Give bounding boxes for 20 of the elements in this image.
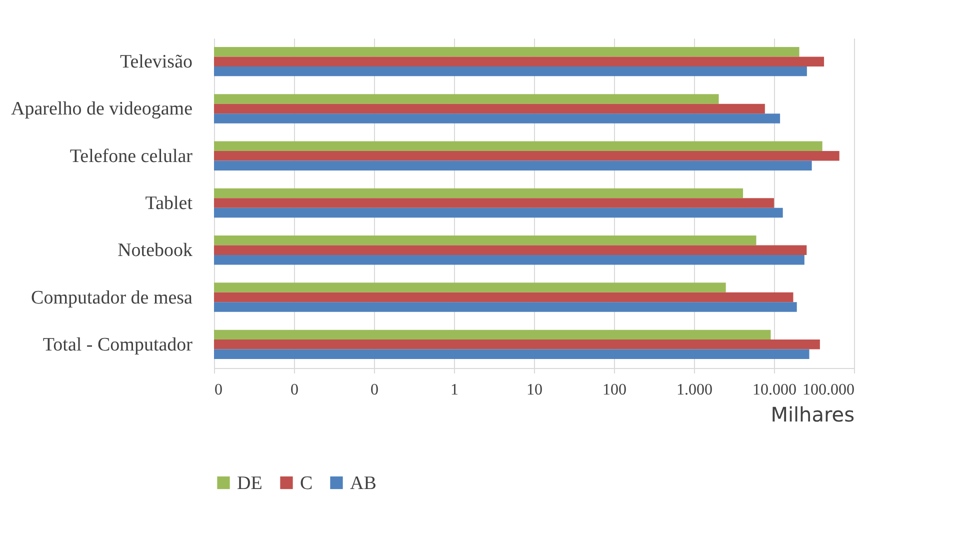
x-tick-label: 1.000 bbox=[676, 382, 712, 398]
x-tick-label: 0 bbox=[214, 382, 222, 398]
x-tick-label: 0 bbox=[290, 382, 298, 398]
x-tick-label: 100.000 bbox=[802, 382, 854, 398]
y-tick-label: Notebook bbox=[118, 240, 193, 262]
y-tick-label: Total - Computador bbox=[42, 334, 194, 356]
legend-label: C bbox=[300, 472, 313, 494]
x-tick-label: 1 bbox=[450, 382, 458, 398]
x-axis-title: Milhares bbox=[770, 402, 854, 426]
legend-label: DE bbox=[237, 472, 262, 494]
x-tick-label: 0 bbox=[370, 382, 378, 398]
x-tick-label: 10 bbox=[526, 382, 542, 398]
y-tick-label: Aparelho de videogame bbox=[11, 98, 192, 120]
y-tick-label: Televisão bbox=[120, 52, 192, 73]
y-tick-label: Telefone celular bbox=[70, 146, 194, 167]
legend-label: AB bbox=[350, 472, 376, 494]
x-tick-label: 10.000 bbox=[752, 382, 796, 398]
y-tick-label: Computador de mesa bbox=[31, 287, 194, 308]
y-tick-label: Tablet bbox=[145, 193, 194, 214]
x-tick-label: 100 bbox=[602, 382, 626, 398]
